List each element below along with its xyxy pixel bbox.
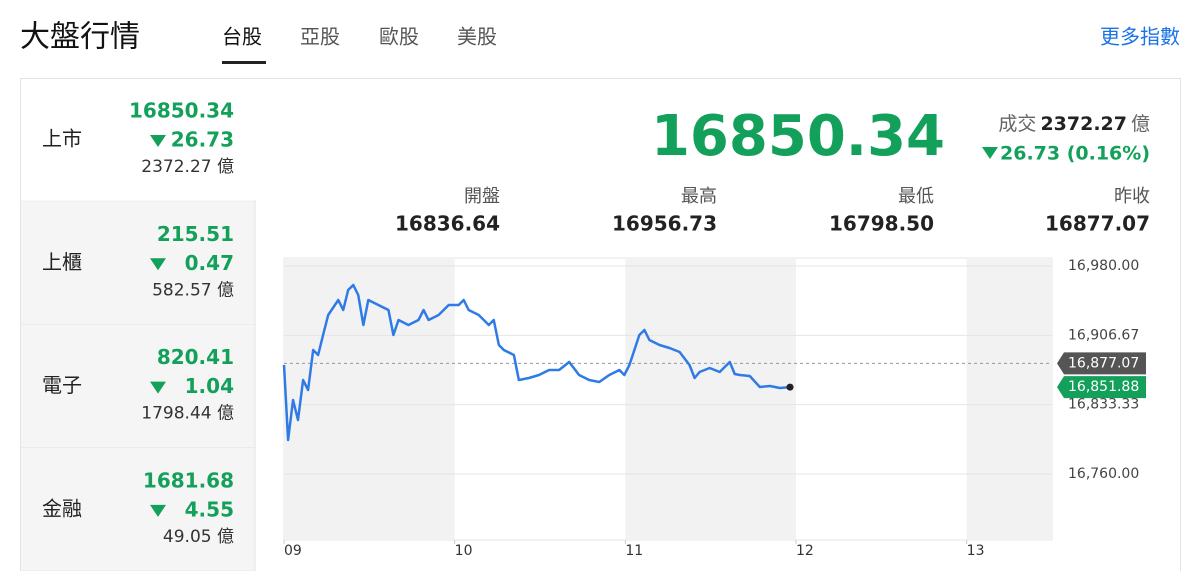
market-volume: 1798.44 億 — [141, 404, 234, 424]
session-band — [625, 258, 796, 540]
market-name[interactable]: 金融 — [42, 496, 82, 520]
down-arrow — [150, 504, 166, 517]
market-change: 4.55 — [185, 497, 234, 521]
stat-label: 開盤 — [464, 186, 500, 207]
stat-value: 16836.64 — [395, 212, 500, 236]
market-volume: 2372.27 億 — [141, 157, 234, 177]
session-band — [966, 258, 1052, 540]
down-arrow — [150, 258, 166, 271]
y-tick-label: 16,833.33 — [1068, 397, 1139, 413]
turnover: 成交 2372.27 億 — [998, 113, 1150, 135]
main-price: 16850.34 — [651, 104, 945, 169]
turnover-value: 2372.27 — [1040, 113, 1127, 135]
main-change: 26.73 (0.16%) — [1000, 143, 1150, 165]
stat-label: 昨收 — [1114, 186, 1150, 207]
more-link[interactable]: 更多指數 — [1100, 25, 1180, 49]
market-change: 0.47 — [185, 251, 234, 275]
turnover-label: 成交 — [998, 113, 1036, 135]
tab-underline — [222, 61, 266, 64]
tab[interactable]: 台股 — [222, 25, 262, 49]
market-name[interactable]: 上市 — [42, 127, 82, 151]
market-price: 820.41 — [157, 345, 234, 369]
stat-value: 16798.50 — [829, 212, 934, 236]
last-point — [786, 383, 794, 391]
y-tick-label: 16,760.00 — [1068, 466, 1139, 482]
summary: 16850.34 成交 2372.27 億 26.73 (0.16%) — [651, 104, 1150, 169]
market-bg — [21, 201, 255, 325]
market-name[interactable]: 電子 — [42, 373, 82, 397]
down-arrow — [150, 381, 166, 394]
market-change: 26.73 — [171, 128, 234, 152]
last-tag-bg — [1057, 376, 1146, 399]
market-volume: 582.57 億 — [152, 280, 234, 300]
y-tick-label: 16,906.67 — [1068, 327, 1139, 343]
market-bg — [21, 324, 255, 448]
market-price: 1681.68 — [143, 468, 234, 492]
tab[interactable]: 歐股 — [379, 25, 419, 49]
x-tick-label: 10 — [455, 543, 473, 559]
down-arrow — [150, 135, 166, 147]
market-change: 1.04 — [185, 374, 234, 398]
session-band — [284, 258, 455, 540]
x-tick-label: 09 — [284, 543, 302, 559]
y-tick-label: 16,980.00 — [1068, 258, 1139, 274]
stat-label: 最高 — [681, 186, 717, 207]
stat-label: 最低 — [898, 186, 934, 207]
x-tick-label: 13 — [967, 543, 985, 559]
stat-value: 16877.07 — [1045, 212, 1150, 236]
tab[interactable]: 亞股 — [300, 25, 340, 49]
x-tick-label: 11 — [625, 543, 643, 559]
price-line — [282, 283, 791, 442]
market-volume: 49.05 億 — [163, 527, 234, 547]
market-name[interactable]: 上櫃 — [42, 250, 82, 274]
market-price: 215.51 — [157, 222, 234, 246]
x-tick-label: 12 — [796, 543, 814, 559]
down-arrow — [982, 147, 998, 159]
page-title: 大盤行情 — [20, 20, 140, 55]
market-bg — [21, 447, 255, 571]
last-tag-label: 16,851.88 — [1068, 379, 1139, 395]
turnover-unit: 億 — [1131, 113, 1150, 135]
market-price: 16850.34 — [129, 99, 234, 123]
reference-tag-label: 16,877.07 — [1068, 355, 1139, 371]
tab[interactable]: 美股 — [457, 25, 497, 49]
reference-tag-bg — [1057, 352, 1146, 375]
stat-value: 16956.73 — [612, 212, 717, 236]
